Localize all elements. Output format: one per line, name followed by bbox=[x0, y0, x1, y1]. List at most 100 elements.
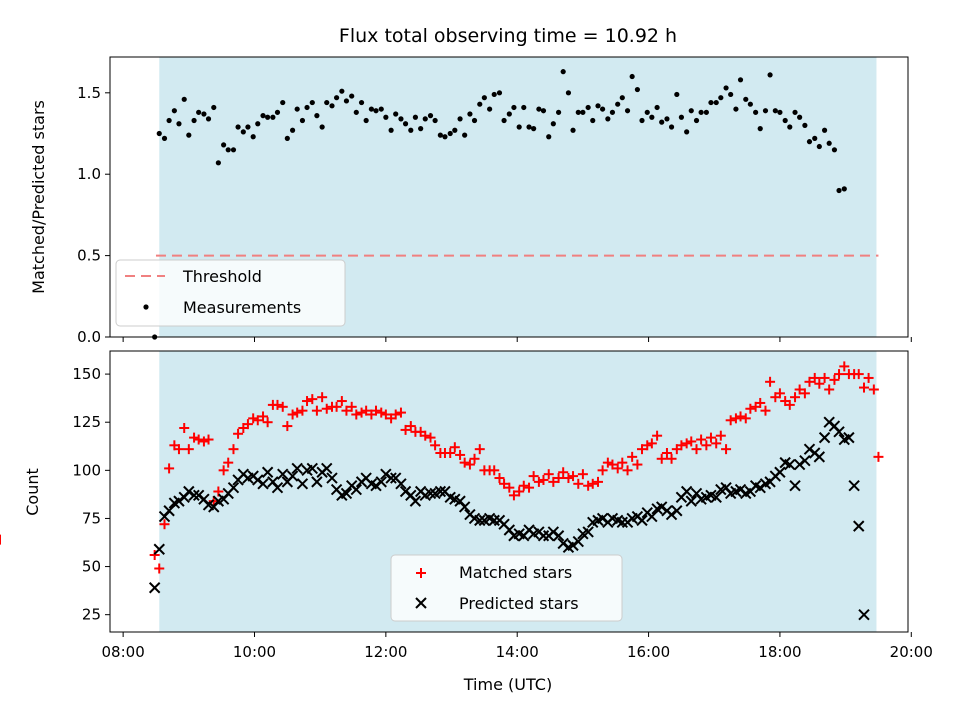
measurement-point bbox=[806, 139, 813, 145]
matched-point bbox=[577, 469, 588, 480]
measurement-point bbox=[166, 117, 172, 124]
measurement-point bbox=[255, 121, 261, 127]
predicted-point-b bbox=[271, 481, 284, 494]
matched-point bbox=[449, 442, 460, 453]
matched-point bbox=[804, 376, 815, 387]
predicted-point-b bbox=[458, 501, 471, 513]
matched-point bbox=[445, 448, 456, 459]
measurement-point bbox=[703, 109, 709, 115]
matched-point bbox=[607, 459, 618, 470]
predicted-point-b bbox=[365, 478, 378, 490]
predicted-point-b bbox=[291, 462, 303, 475]
measurement-point bbox=[585, 104, 591, 111]
matched-point bbox=[637, 444, 647, 455]
measurement-point bbox=[816, 143, 822, 150]
predicted-point-b bbox=[503, 524, 516, 536]
measurement-point bbox=[462, 132, 468, 138]
matched-point bbox=[321, 403, 332, 414]
measurement-point bbox=[408, 127, 414, 133]
top-y-tick-label: 0.5 bbox=[77, 247, 101, 265]
predicted-point-b bbox=[611, 514, 624, 527]
predicted-point-b bbox=[261, 466, 274, 478]
measurement-point bbox=[590, 117, 596, 124]
predicted-point-b bbox=[277, 468, 289, 480]
predicted-point-b bbox=[680, 485, 693, 498]
matched-point bbox=[715, 430, 726, 441]
measurement-point bbox=[299, 117, 306, 124]
matched-point bbox=[553, 473, 564, 484]
x-axis-label: Time (UTC) bbox=[463, 675, 552, 694]
measurement-point bbox=[201, 111, 207, 117]
predicted-point-b bbox=[789, 480, 801, 492]
predicted-point bbox=[774, 466, 786, 478]
bottom-x-axis-ticks: 08:00 10:00 12:00 14:00 16:00 18:00 20:00 bbox=[102, 632, 933, 661]
matched-point bbox=[504, 482, 515, 493]
matched-point bbox=[346, 401, 357, 412]
predicted-point-b bbox=[813, 451, 826, 463]
measurement-point bbox=[487, 106, 493, 112]
measurement-point bbox=[339, 88, 345, 94]
predicted-point bbox=[286, 470, 299, 482]
measurement-point bbox=[412, 114, 419, 120]
x-tick-label: 20:00 bbox=[890, 643, 933, 661]
matched-point bbox=[183, 444, 194, 455]
measurement-point bbox=[235, 124, 241, 130]
measurement-point bbox=[304, 104, 310, 111]
measurement-point bbox=[550, 121, 556, 127]
legend-predicted-label: Predicted stars bbox=[459, 594, 579, 613]
predicted-point-b bbox=[671, 505, 683, 517]
matched-point bbox=[794, 384, 805, 395]
matched-point bbox=[597, 465, 608, 476]
measurement-point bbox=[644, 109, 650, 115]
matched-point bbox=[336, 396, 347, 407]
predicted-point-b bbox=[434, 485, 447, 498]
predicted-point-b bbox=[483, 512, 496, 525]
matched-point bbox=[252, 415, 263, 426]
top-y-tick-label: 1.0 bbox=[77, 165, 101, 183]
predicted-point bbox=[291, 462, 303, 475]
measurement-point bbox=[693, 117, 700, 124]
matched-stars-series bbox=[0, 361, 884, 574]
predicted-point-b bbox=[311, 476, 323, 488]
measurement-point bbox=[565, 90, 572, 96]
measurement-point bbox=[595, 103, 601, 109]
matched-point bbox=[666, 453, 677, 464]
legend-matched-marker bbox=[416, 568, 426, 578]
predicted-point bbox=[375, 476, 387, 488]
measurement-point bbox=[684, 129, 690, 135]
measurement-point bbox=[447, 130, 453, 137]
predicted-point-b bbox=[784, 458, 796, 471]
measurement-point bbox=[536, 106, 542, 112]
predicted-point-b bbox=[474, 514, 486, 527]
matched-point bbox=[331, 401, 342, 412]
predicted-point-b bbox=[188, 489, 200, 502]
measurement-point bbox=[708, 99, 714, 106]
matched-point bbox=[341, 405, 352, 416]
measurement-point bbox=[629, 73, 635, 80]
matched-point bbox=[533, 476, 544, 487]
predicted-point-b bbox=[330, 483, 343, 496]
measurement-point bbox=[432, 117, 438, 124]
predicted-point bbox=[474, 514, 486, 527]
predicted-point bbox=[424, 487, 437, 500]
measurement-point bbox=[787, 124, 793, 130]
predicted-point bbox=[813, 451, 826, 463]
predicted-point-b bbox=[572, 535, 584, 548]
measurement-point bbox=[753, 109, 759, 115]
matched-point bbox=[425, 432, 436, 443]
measurement-point bbox=[156, 130, 162, 137]
bottom-y-tick-label: 100 bbox=[72, 461, 101, 479]
matched-point bbox=[721, 444, 732, 455]
matched-point bbox=[548, 476, 559, 487]
matched-point bbox=[809, 372, 820, 383]
matched-point bbox=[361, 405, 372, 416]
predicted-point bbox=[818, 431, 831, 444]
measurement-point bbox=[664, 116, 670, 122]
measurement-point bbox=[506, 111, 512, 117]
matched-point bbox=[528, 471, 539, 482]
legend-predicted-swatch bbox=[415, 597, 427, 609]
matched-point bbox=[193, 434, 204, 445]
measurement-point bbox=[668, 124, 675, 130]
top-x-axis-ticks bbox=[122, 337, 912, 342]
matched-point bbox=[459, 457, 470, 468]
